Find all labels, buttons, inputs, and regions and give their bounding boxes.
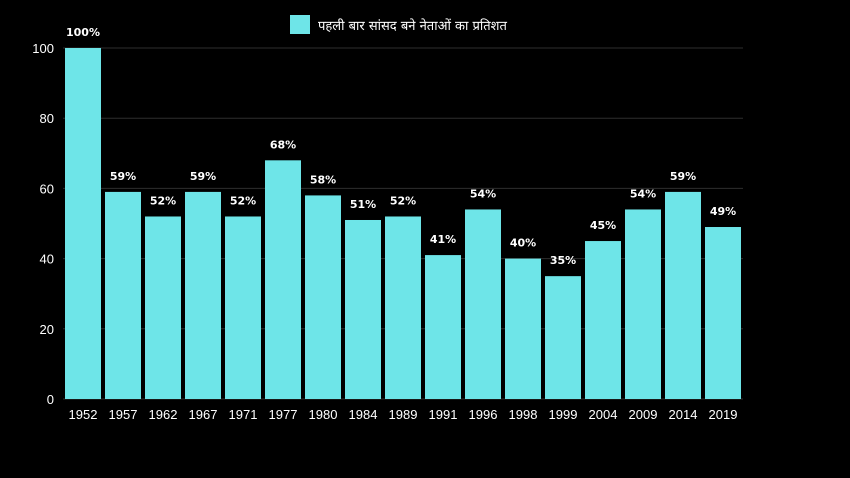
bar-2014 [665, 191, 701, 399]
bar-1989 [385, 216, 421, 399]
bar-1998 [505, 258, 541, 399]
bar-1999 [545, 276, 581, 399]
bar-1952 [65, 48, 101, 399]
legend-swatch [290, 15, 310, 34]
x-tick-label-1989: 1989 [389, 407, 418, 422]
data-label-2019: 49% [710, 205, 736, 218]
x-tick-label-1984: 1984 [349, 407, 378, 422]
bar-1980 [305, 195, 341, 399]
x-tick-label-1971: 1971 [229, 407, 258, 422]
data-label-1989: 52% [390, 194, 416, 207]
legend-label: पहली बार सांसद बने नेताओं का प्रतिशत [318, 18, 507, 34]
bar-1971 [225, 216, 261, 399]
bar-1977 [265, 160, 301, 399]
x-tick-label-1991: 1991 [429, 407, 458, 422]
x-axis-tick-labels: 1952 1957 1962 1967 1971 1977 1980 1984 1989 1991… [69, 407, 738, 422]
data-label-2009: 54% [630, 187, 656, 200]
y-axis-tick-labels: 0 20 40 60 80 100 [32, 41, 54, 407]
data-label-1991: 41% [430, 233, 456, 246]
bar-1967 [185, 191, 221, 399]
x-tick-label-2004: 2004 [589, 407, 618, 422]
x-tick-label-1980: 1980 [309, 407, 338, 422]
x-tick-label-1962: 1962 [149, 407, 178, 422]
data-label-1962: 52% [150, 194, 176, 207]
data-label-2004: 45% [590, 219, 616, 232]
x-tick-label-1952: 1952 [69, 407, 98, 422]
data-label-1996: 54% [470, 187, 496, 200]
data-label-1999: 35% [550, 254, 576, 267]
x-tick-label-1967: 1967 [189, 407, 218, 422]
y-tick-label: 100 [32, 41, 54, 56]
x-tick-label-2009: 2009 [629, 407, 658, 422]
x-tick-label-1996: 1996 [469, 407, 498, 422]
x-tick-label-1977: 1977 [269, 407, 298, 422]
bar-2009 [625, 209, 661, 399]
bar-1991 [425, 255, 461, 399]
bar-1962 [145, 216, 181, 399]
y-tick-label: 0 [47, 392, 54, 407]
y-tick-label: 80 [40, 111, 54, 126]
x-tick-label-1999: 1999 [549, 407, 578, 422]
data-label-1967: 59% [190, 170, 216, 183]
bar-1957 [105, 191, 141, 399]
x-tick-label-1998: 1998 [509, 407, 538, 422]
x-tick-label-2019: 2019 [709, 407, 738, 422]
x-tick-label-2014: 2014 [669, 407, 698, 422]
data-label-2014: 59% [670, 170, 696, 183]
bar-2004 [585, 241, 621, 399]
legend: पहली बार सांसद बने नेताओं का प्रतिशत [290, 15, 507, 34]
data-label-1957: 59% [110, 170, 136, 183]
data-label-1971: 52% [230, 194, 256, 207]
bar-2019 [705, 227, 741, 399]
data-label-1980: 58% [310, 173, 336, 186]
y-tick-label: 20 [40, 322, 54, 337]
data-labels: 100% 59% 52% 59% 52% 68% 58% 51% 52% 41% 54% 40% 35%… [66, 26, 736, 267]
y-tick-label: 60 [40, 181, 54, 196]
x-tick-label-1957: 1957 [109, 407, 138, 422]
data-label-1952: 100% [66, 26, 100, 39]
bar-1984 [345, 219, 381, 399]
y-tick-label: 40 [40, 252, 54, 267]
data-label-1998: 40% [510, 237, 536, 250]
bar-1996 [465, 209, 501, 399]
data-label-1984: 51% [350, 198, 376, 211]
bars [65, 48, 741, 399]
data-label-1977: 68% [270, 138, 296, 151]
